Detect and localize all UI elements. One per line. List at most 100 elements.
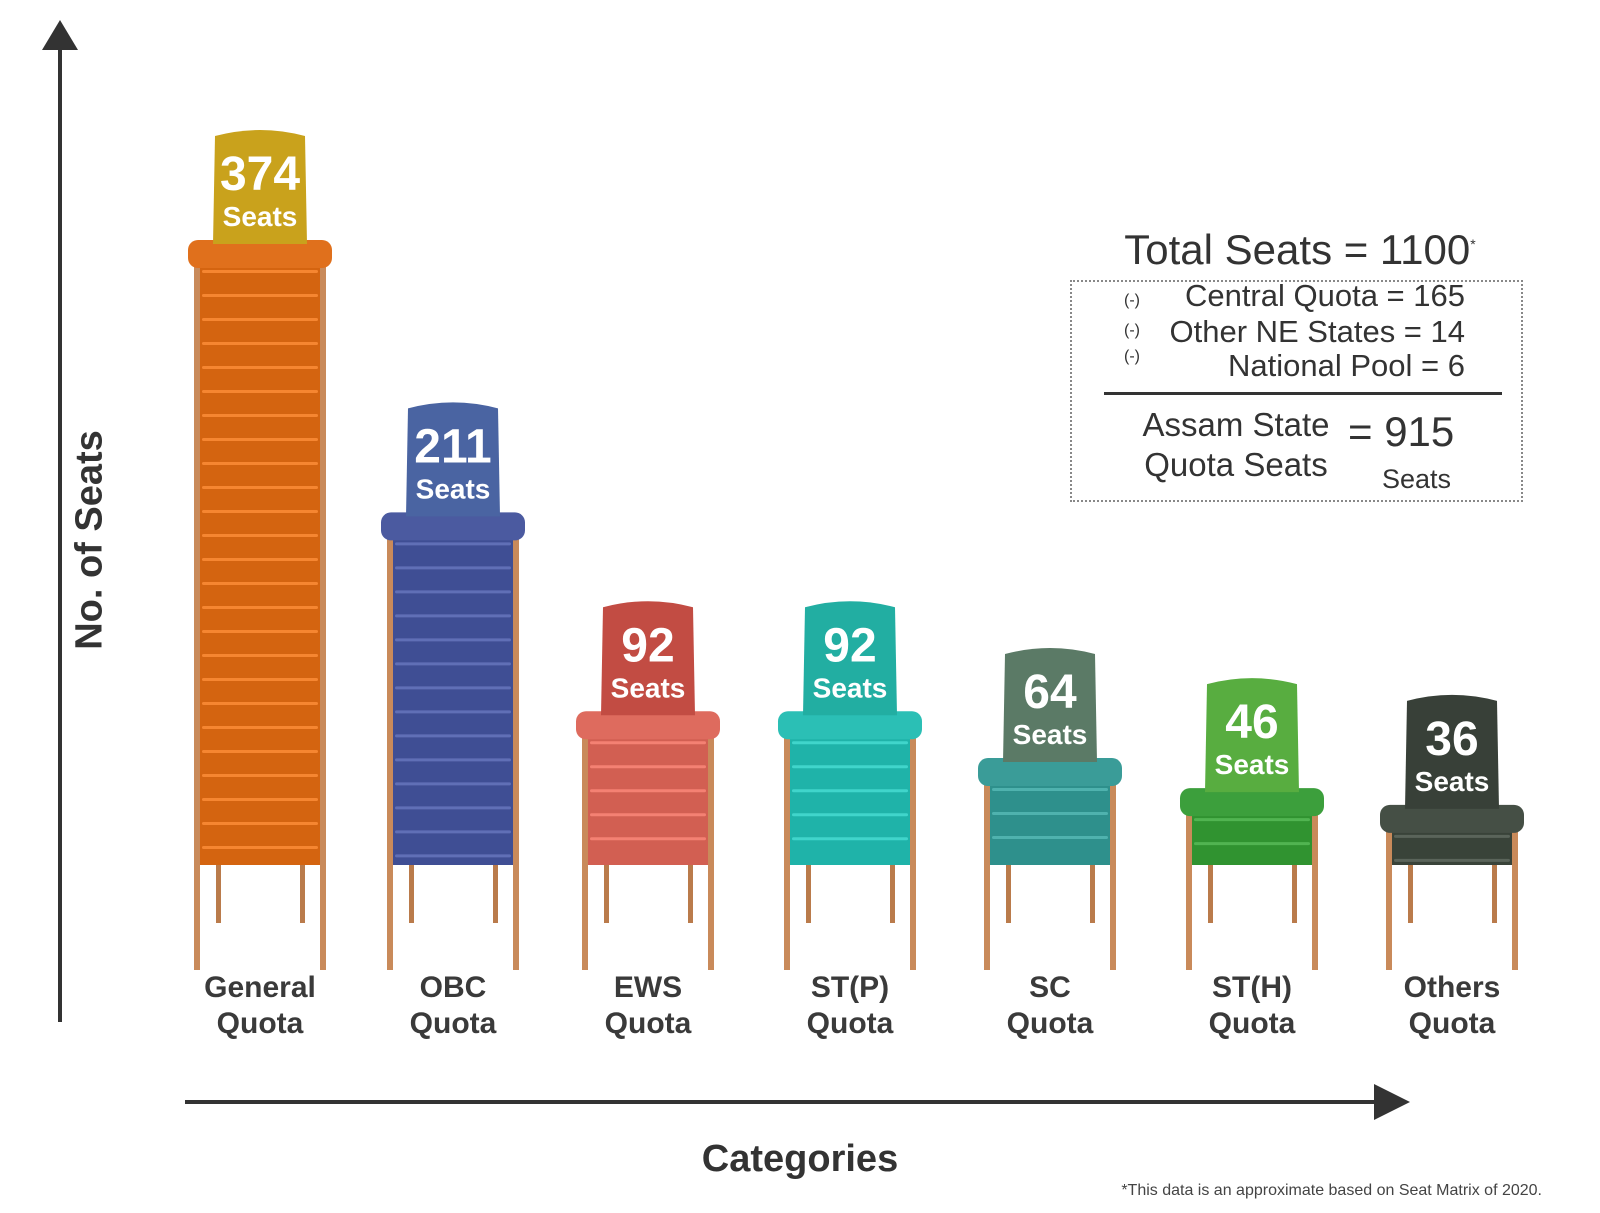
chair-leg [1512,824,1518,970]
chair-backrest [1405,694,1499,809]
chair-leg [493,865,498,923]
chair-stack-line [202,726,318,729]
bars-group: 374SeatsGeneralQuota211SeatsOBCQuota92Se… [188,130,1524,1040]
chair-stack-line [202,774,318,777]
summary-divider [1104,392,1502,395]
deduction-minus-3: (-) [1124,348,1140,365]
footnote: *This data is an approximate based on Se… [1121,1182,1542,1199]
chair-leg [1408,865,1413,923]
chair-stack-line [395,542,511,546]
chair-stack-line [1394,834,1510,838]
chair-leg [1186,808,1192,970]
chair-stack-line [590,765,706,769]
chair-leg [300,865,305,923]
data-label-value: 92 [621,619,674,672]
chair-stack-line [395,710,511,714]
chair-stack-line [202,390,318,393]
chair-leg [409,865,414,923]
result-unit: Seats [1382,464,1452,494]
chair-leg [216,865,221,923]
chair-backrest [1205,678,1299,793]
category-label: OBC [420,971,487,1004]
summary-total-text: Total Seats = 1100 [1124,226,1471,273]
chair-seat [188,240,332,268]
chair-stack-line [590,741,706,745]
chair-stack-line [395,806,511,810]
summary-total-mark: * [1470,236,1476,252]
result-label-line2: Quota Seats [1144,446,1328,483]
bar [393,526,513,865]
summary-panel: Total Seats = 1100* (-) Central Quota = … [1070,222,1525,502]
chair-stack-line [202,750,318,753]
data-label-value: 211 [414,420,491,473]
data-label-value: 92 [823,619,876,672]
chair-stack-line [395,590,511,594]
category-label: Quota [1209,1007,1296,1040]
chair-stack-line [202,510,318,513]
chair-stack-line [202,822,318,825]
chair-stack-line [590,813,706,817]
category-label: SC [1029,971,1071,1004]
chair-leg [688,865,693,923]
chair-stack-line [202,438,318,441]
chair-leg [984,778,990,970]
chair-stack-line [202,798,318,801]
chair-stack-line [202,414,318,417]
chair-stack-line [395,782,511,786]
summary-total: Total Seats = 1100* [1090,226,1510,274]
category-label: Others [1404,971,1501,1004]
chair-backrest [803,601,897,716]
chair-stack-line [792,765,908,769]
chair-leg [604,865,609,923]
chair-stack-line [202,486,318,489]
chair-stack-line [792,789,908,793]
chair-leg [387,532,393,970]
category-label: Quota [1007,1007,1094,1040]
chair-stack-line [202,534,318,537]
chair-leg [1090,865,1095,923]
chair-stack-line [202,678,318,681]
category-label: Quota [410,1007,497,1040]
chair-stack-line [590,789,706,793]
data-label-value: 374 [220,148,300,201]
category-label: ST(P) [811,971,889,1004]
chair-stack-line [992,836,1108,840]
chair-stack-line [202,558,318,561]
chair-leg [806,865,811,923]
data-label-unit: Seats [1013,719,1088,750]
category-label: Quota [807,1007,894,1040]
deduction-national-pool: National Pool = 6 [1228,348,1465,383]
chair-backrest [601,601,695,716]
category-label: General [204,971,316,1004]
chair-stack-line [202,654,318,657]
chair-leg [1292,865,1297,923]
chair-stack-line [202,846,318,849]
chair-leg [1110,778,1116,970]
data-label-value: 64 [1023,666,1077,719]
chair-backrest [1003,648,1097,763]
chair-stack-line [395,830,511,834]
data-label-value: 46 [1225,696,1278,749]
chair-stack-line [590,837,706,841]
chair-stack-line [792,837,908,841]
chair-leg [513,532,519,970]
x-axis-arrow [1374,1084,1410,1120]
bar [588,725,708,865]
data-label-unit: Seats [611,672,686,703]
category-label: Quota [217,1007,304,1040]
chair-stack-line [395,758,511,762]
chair-leg [320,260,326,970]
bar [990,772,1110,865]
y-axis-title: No. of Seats [68,430,111,650]
y-axis-arrow [42,20,78,50]
data-label-unit: Seats [813,672,888,703]
chair-stack-line [395,614,511,618]
chair-leg [582,731,588,970]
data-label-unit: Seats [223,201,298,232]
data-label-unit: Seats [1415,766,1490,797]
